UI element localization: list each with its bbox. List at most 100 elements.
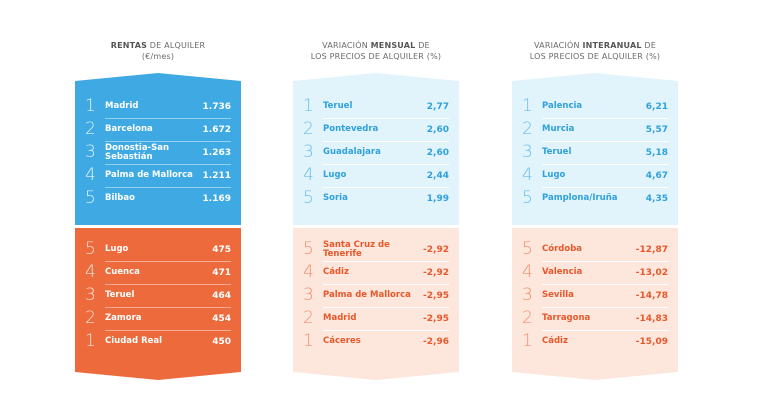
province-name: Barcelona	[105, 124, 153, 134]
rank-number: 5	[303, 239, 314, 259]
ranking-row: 2 Barcelona 1.672	[85, 118, 231, 141]
rent-top-panel: 1 Madrid 1.736 2 Barcelona 1.672 3 Donostia-San…	[75, 73, 241, 225]
rank-number: 4	[522, 262, 533, 282]
ranking-value: 6,21	[645, 101, 668, 112]
ranking-row: 5 Santa Cruz de Tenerife -2,92	[303, 238, 449, 261]
rank-number: 5	[303, 188, 314, 208]
ranking-row: 1 Cádiz -15,09	[522, 330, 668, 353]
ranking-value: -14,83	[635, 313, 668, 324]
rank-number: 2	[85, 119, 96, 139]
rank-number: 2	[303, 308, 314, 328]
yearly-column-header: VARIACIÓN INTERANUAL DE LOS PRECIOS DE A…	[512, 40, 678, 62]
ranking-value: -2,95	[423, 313, 449, 324]
province-name: Sevilla	[542, 290, 574, 300]
yearly-bottom-panel: 5 Córdoba -12,87 4 Valencia -13,02 3 Sevilla -14…	[512, 228, 678, 380]
yearly-top-panel: 1 Palencia 6,21 2 Murcia 5,57 3 Teruel 5,18 4 Lugo…	[512, 73, 678, 225]
rank-number: 3	[85, 285, 96, 305]
rank-number: 5	[522, 239, 533, 259]
province-name: Palma de Mallorca	[323, 290, 411, 300]
province-name: Cádiz	[323, 267, 349, 277]
province-name: Pamplona/Iruña	[542, 193, 618, 203]
rank-number: 4	[522, 165, 533, 185]
ranking-value: 2,44	[426, 170, 449, 181]
ranking-row: 1 Palencia 6,21	[522, 95, 668, 118]
ranking-row: 3 Sevilla -14,78	[522, 284, 668, 307]
rank-number: 2	[303, 119, 314, 139]
ranking-row: 4 Lugo 2,44	[303, 164, 449, 187]
province-name: Madrid	[105, 101, 139, 111]
province-name: Bilbao	[105, 193, 135, 203]
ranking-value: 2,60	[426, 147, 449, 158]
ranking-value: 475	[212, 244, 231, 255]
ranking-value: 5,57	[645, 124, 668, 135]
ranking-row: 5 Bilbao 1.169	[85, 187, 231, 210]
ranking-row: 4 Lugo 4,67	[522, 164, 668, 187]
rank-number: 3	[522, 285, 533, 305]
ranking-row: 1 Cáceres -2,96	[303, 330, 449, 353]
rank-number: 3	[303, 142, 314, 162]
ranking-row: 1 Madrid 1.736	[85, 95, 231, 118]
rank-number: 3	[303, 285, 314, 305]
ranking-value: -2,96	[423, 336, 449, 347]
ranking-value: -14,78	[635, 290, 668, 301]
rent-bottom-list: 5 Lugo 475 4 Cuenca 471 3 Teruel 464 2 Zamora 454 1 C…	[85, 238, 231, 353]
ranking-value: 1.263	[202, 147, 231, 158]
ranking-value: -2,95	[423, 290, 449, 301]
monthly-column-header: VARIACIÓN MENSUAL DE LOS PRECIOS DE ALQU…	[293, 40, 459, 62]
ranking-row: 3 Palma de Mallorca -2,95	[303, 284, 449, 307]
header-text: DE	[641, 41, 656, 50]
monthly-top-panel: 1 Teruel 2,77 2 Pontevedra 2,60 3 Guadalajara 2,…	[293, 73, 459, 225]
ranking-row: 2 Zamora 454	[85, 307, 231, 330]
header-text: DE ALQUILER	[147, 41, 206, 50]
ranking-value: 471	[212, 267, 231, 278]
header-text: DE	[415, 41, 430, 50]
province-name: Palencia	[542, 101, 583, 111]
province-name: Donostia-San Sebastián	[105, 142, 169, 162]
province-name: Madrid	[323, 313, 357, 323]
ranking-row: 2 Murcia 5,57	[522, 118, 668, 141]
yearly-bottom-list: 5 Córdoba -12,87 4 Valencia -13,02 3 Sevilla -14…	[522, 238, 668, 353]
ranking-value: 4,67	[645, 170, 668, 181]
ranking-value: 1.736	[202, 101, 231, 112]
ranking-value: 1.211	[202, 170, 231, 181]
rank-number: 4	[303, 165, 314, 185]
province-name: Pontevedra	[323, 124, 379, 134]
monthly-top-list: 1 Teruel 2,77 2 Pontevedra 2,60 3 Guadalajara 2,…	[303, 95, 449, 210]
ranking-row: 3 Teruel 5,18	[522, 141, 668, 164]
ranking-value: 2,60	[426, 124, 449, 135]
province-name: Valencia	[542, 267, 583, 277]
ranking-row: 4 Cuenca 471	[85, 261, 231, 284]
province-name: Córdoba	[542, 244, 583, 254]
ranking-value: 5,18	[645, 147, 668, 158]
ranking-row: 5 Soria 1,99	[303, 187, 449, 210]
rank-number: 4	[303, 262, 314, 282]
province-name: Zamora	[105, 313, 142, 323]
yearly-top-list: 1 Palencia 6,21 2 Murcia 5,57 3 Teruel 5,18 4 Lugo…	[522, 95, 668, 210]
rank-number: 1	[522, 331, 533, 351]
province-name: Cuenca	[105, 267, 140, 277]
province-name: Lugo	[323, 170, 347, 180]
ranking-row: 3 Guadalajara 2,60	[303, 141, 449, 164]
ranking-value: 450	[212, 336, 231, 347]
rank-number: 5	[85, 239, 96, 259]
rent-column-header: RENTAS DE ALQUILER (€/mes)	[75, 40, 241, 62]
ranking-value: 4,35	[645, 193, 668, 204]
province-name: Teruel	[542, 147, 572, 157]
monthly-bottom-list: 5 Santa Cruz de Tenerife -2,92 4 Cádiz -2,92 3…	[303, 238, 449, 353]
rank-number: 3	[522, 142, 533, 162]
province-name: Santa Cruz de Tenerife	[323, 239, 390, 259]
ranking-value: -2,92	[423, 267, 449, 278]
ranking-row: 4 Cádiz -2,92	[303, 261, 449, 284]
ranking-value: -13,02	[635, 267, 668, 278]
rank-number: 4	[85, 165, 96, 185]
rank-number: 1	[522, 96, 533, 116]
header-line2: LOS PRECIOS DE ALQUILER (%)	[529, 52, 661, 61]
rent-bottom-panel: 5 Lugo 475 4 Cuenca 471 3 Teruel 464 2 Zamora 454 1 C…	[75, 228, 241, 380]
monthly-bottom-panel: 5 Santa Cruz de Tenerife -2,92 4 Cádiz -2,92 3…	[293, 228, 459, 380]
ranking-row: 2 Madrid -2,95	[303, 307, 449, 330]
rank-number: 4	[85, 262, 96, 282]
rank-number: 1	[85, 331, 96, 351]
rank-number: 5	[85, 188, 96, 208]
rank-number: 1	[303, 96, 314, 116]
province-name: Teruel	[323, 101, 353, 111]
